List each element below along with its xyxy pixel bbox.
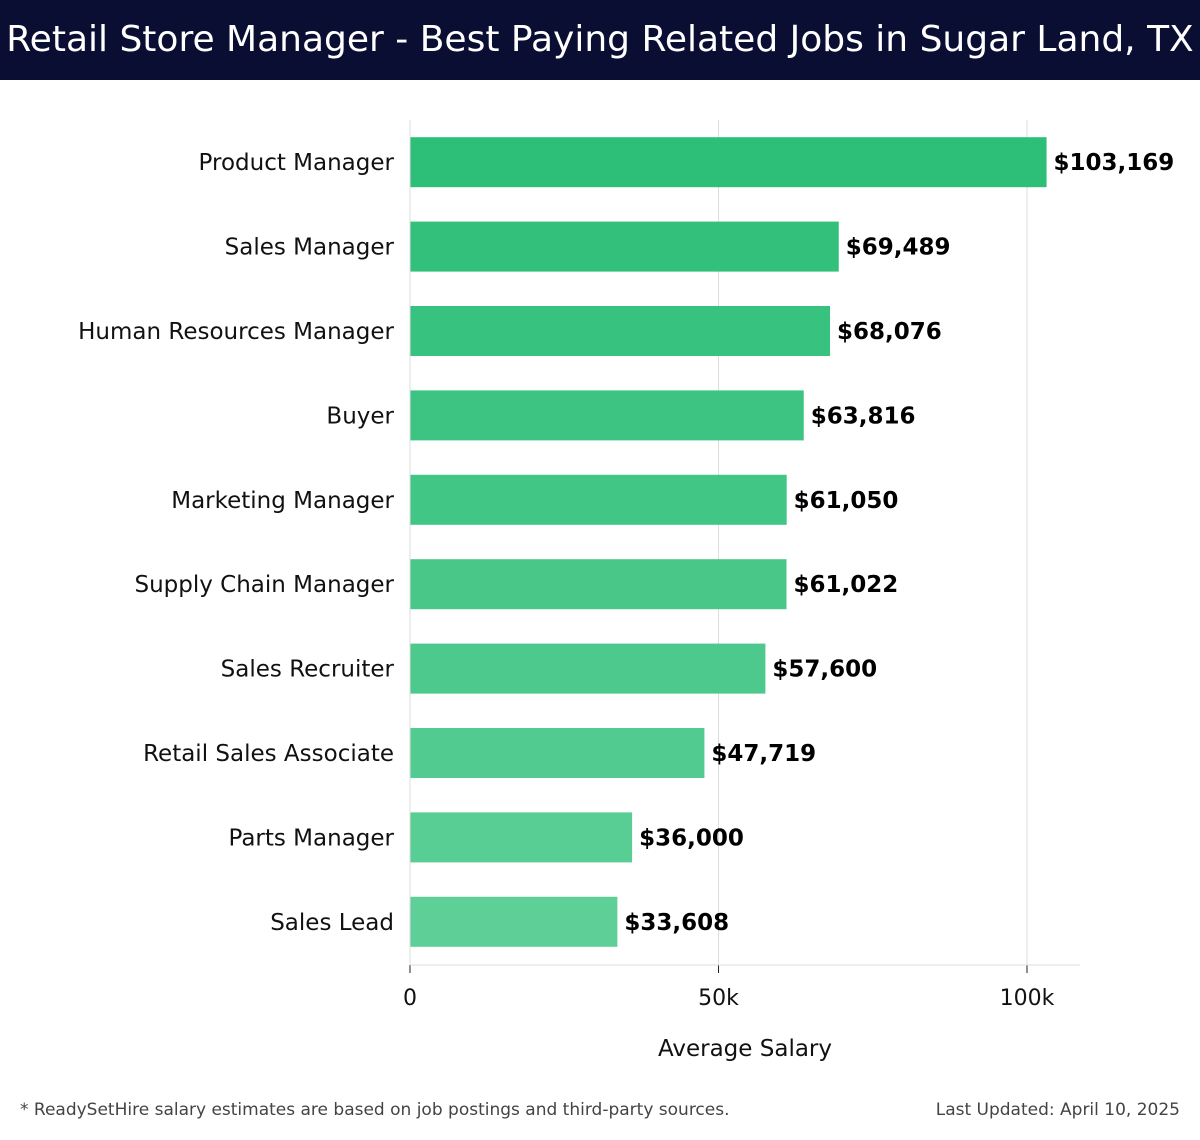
label-layer: Product Manager $103,169 Sales Manager $69,… xyxy=(78,150,1174,936)
value-label: $33,608 xyxy=(624,910,729,936)
category-label: Human Resources Manager xyxy=(78,319,394,345)
axis-layer: 0 50k 100k Average Salary xyxy=(403,120,1080,1062)
value-label: $36,000 xyxy=(639,825,744,851)
category-label: Sales Lead xyxy=(270,910,394,936)
x-tick-label: 0 xyxy=(403,986,417,1011)
category-label: Parts Manager xyxy=(228,825,394,851)
x-axis-title: Average Salary xyxy=(658,1036,832,1062)
value-label: $63,816 xyxy=(811,403,916,429)
bar xyxy=(410,559,787,610)
bar xyxy=(410,812,633,863)
category-label: Product Manager xyxy=(199,150,395,176)
footer-note: * ReadySetHire salary estimates are base… xyxy=(20,1100,730,1120)
category-label: Sales Recruiter xyxy=(221,657,395,683)
bar xyxy=(410,643,766,694)
bar xyxy=(410,728,705,778)
chart-title: Retail Store Manager - Best Paying Relat… xyxy=(0,0,1200,80)
value-label: $103,169 xyxy=(1054,150,1175,176)
x-tick-label: 50k xyxy=(698,986,739,1011)
bar xyxy=(410,221,839,272)
bar-layer xyxy=(410,137,1047,947)
category-label: Sales Manager xyxy=(225,235,395,261)
bar xyxy=(410,474,787,525)
value-label: $69,489 xyxy=(846,235,951,261)
value-label: $47,719 xyxy=(711,741,816,767)
x-tick-label: 100k xyxy=(1000,986,1055,1011)
value-label: $61,022 xyxy=(794,572,899,598)
category-label: Buyer xyxy=(326,403,394,429)
bar xyxy=(410,137,1047,188)
bar xyxy=(410,306,831,356)
value-label: $68,076 xyxy=(837,319,942,345)
bar xyxy=(410,390,804,441)
category-label: Marketing Manager xyxy=(171,488,394,514)
category-label: Retail Sales Associate xyxy=(143,741,394,767)
bar xyxy=(410,896,618,947)
footer-updated: Last Updated: April 10, 2025 xyxy=(935,1100,1180,1120)
value-label: $57,600 xyxy=(772,657,877,683)
value-label: $61,050 xyxy=(794,488,899,514)
category-label: Supply Chain Manager xyxy=(134,572,394,598)
salary-bar-chart: 0 50k 100k Average Salary Product Manager $1… xyxy=(78,120,1174,1062)
